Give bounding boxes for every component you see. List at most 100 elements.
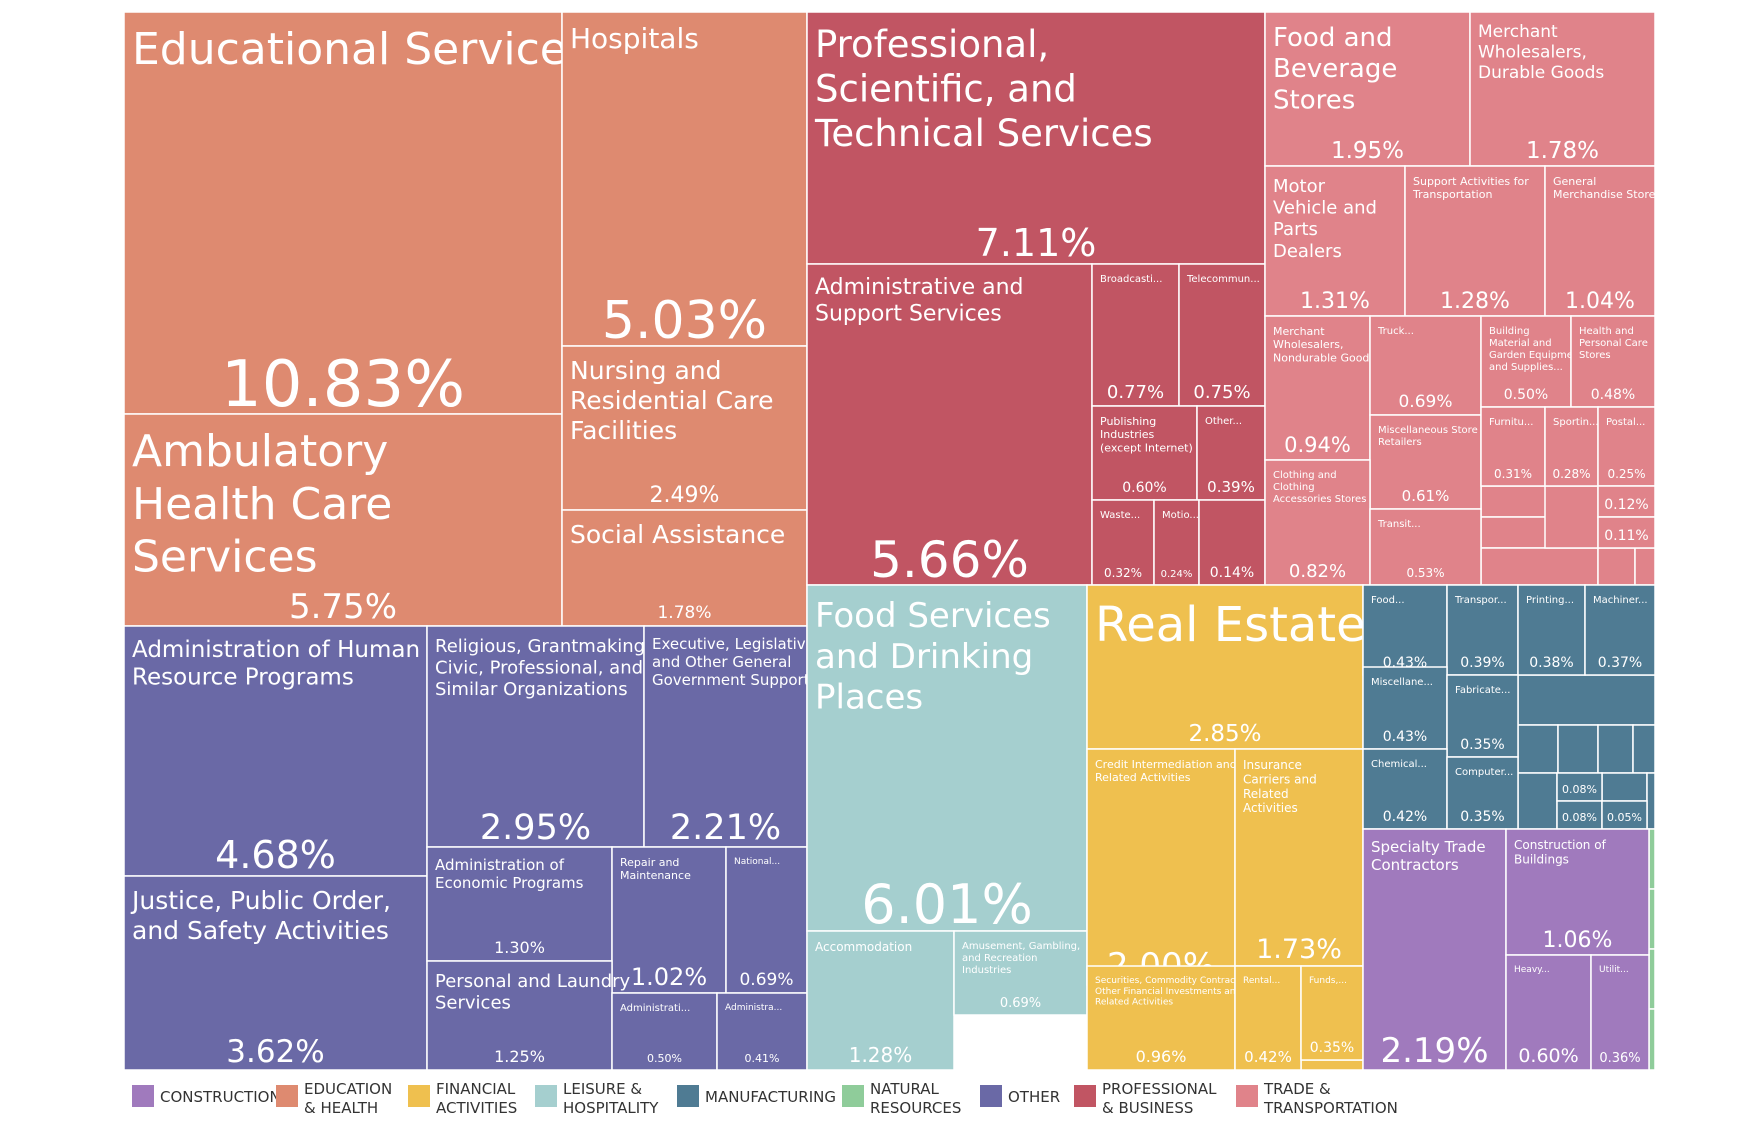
treemap-cell-value: 0.25% (1607, 467, 1645, 481)
treemap-cell-rect (1086, 584, 1364, 750)
treemap-cell-value: 2.95% (480, 808, 591, 848)
treemap-cell-real-estate[interactable]: Real Estate 2.85% (1086, 584, 1366, 750)
treemap-cell-insurance-carriers-and-related-activities[interactable]: Insurance Carriers and Related Activities 1.… (1234, 748, 1364, 967)
treemap-cell-unlabeled[interactable]: 0.11% (1597, 516, 1656, 549)
treemap-cell-label: Transit... (1377, 519, 1421, 530)
treemap-cell-transit[interactable]: Transit... 0.53% (1369, 508, 1482, 586)
treemap-cell-label: Truck... (1377, 326, 1414, 337)
treemap-cell-clothing-and-clothing-accessories-stores[interactable]: Clothing and Clothing Accessories Stores 0.… (1264, 459, 1371, 586)
treemap-cell-rect (806, 930, 955, 1071)
treemap-cell-hospitals[interactable]: Hospitals 5.03% (561, 11, 808, 351)
treemap-cell-religious-grantmaking-civic-professional-and-similar-organizations[interactable]: Religious, Grantmaking, Civic, Profession… (426, 625, 651, 848)
treemap-cell-computer[interactable]: Computer... 0.35% (1446, 756, 1519, 830)
treemap-filler-cell (1517, 772, 1558, 830)
treemap-cell-support-activities-for-transportation[interactable]: Support Activities for Transportation 1.28… (1404, 165, 1546, 317)
treemap-cell-administration-of-economic-programs[interactable]: Administration of Economic Programs 1.30% (426, 846, 613, 962)
treemap-cell-chemical[interactable]: Chemical... 0.42% (1362, 748, 1448, 830)
treemap-cell-justice-public-order-and-safety-activities[interactable]: Justice, Public Order, and Safety Activit… (123, 875, 428, 1071)
treemap-cell-unlabeled[interactable]: 0.05% (1601, 800, 1648, 830)
treemap-cell-waste[interactable]: Waste... 0.32% (1091, 499, 1155, 586)
treemap-cell-printing[interactable]: Printing... 0.38% (1517, 584, 1586, 676)
treemap-cell-rect (1234, 748, 1364, 967)
treemap-cell-motio[interactable]: Motio... 0.24% (1153, 499, 1200, 586)
treemap-cell-merchant-wholesalers-durable-goods[interactable]: Merchant Wholesalers, Durable Goods 1.78% (1469, 11, 1656, 167)
treemap-cell-label: Food... (1371, 595, 1405, 606)
treemap-cell-value: 0.11% (1604, 528, 1648, 544)
treemap-cell-value: 0.14% (1210, 565, 1254, 581)
treemap-filler-rect (1648, 948, 1656, 1010)
legend-swatch (677, 1085, 699, 1107)
treemap-filler-rect (1300, 1059, 1364, 1071)
treemap-cell-value: 1.28% (849, 1043, 913, 1067)
treemap-cell-unlabeled[interactable]: 0.12% (1597, 485, 1656, 518)
treemap-filler-rect (1646, 772, 1656, 830)
treemap-cell-truck[interactable]: Truck... 0.69% (1369, 315, 1482, 416)
treemap-cell-executive-legislative-and-other-general-government-support[interactable]: Executive, Legislative, and Other General… (643, 625, 820, 848)
legend-label: PROFESSIONAL (1102, 1080, 1217, 1098)
treemap-cell-value: 0.28% (1552, 467, 1590, 481)
treemap-cell-machiner[interactable]: Machiner... 0.37% (1584, 584, 1656, 676)
treemap-cell-publishing-industries-except-internet[interactable]: Publishing Industries (except Internet) 0.6… (1091, 405, 1198, 501)
treemap-cell-administrative-and-support-services[interactable]: Administrative and Support Services 5.66% (806, 263, 1093, 589)
treemap-cell-sportin[interactable]: Sportin... 0.28% (1544, 406, 1599, 487)
treemap-cell-food[interactable]: Food...0.43% (1362, 584, 1448, 676)
treemap-cell-unlabeled[interactable]: 0.08% (1556, 772, 1603, 802)
treemap-cell-accommodation[interactable]: Accommodation 1.28% (806, 930, 955, 1071)
treemap-cell-fabricate[interactable]: Fabricate... 0.35% (1446, 674, 1519, 758)
treemap-cell-rect (1597, 516, 1656, 549)
treemap-cell-miscellaneous-store-retailers[interactable]: Miscellaneous Store Retailers 0.61% (1369, 414, 1482, 510)
treemap-cell-motor-vehicle-and-parts-dealers[interactable]: Motor Vehicle and Parts Dealers 1.31% (1264, 165, 1406, 317)
treemap-cell-health-and-personal-care-stores[interactable]: Health and Personal Care Stores 0.48% (1570, 315, 1656, 408)
treemap-cell-value: 1.73% (1256, 934, 1342, 965)
treemap-cell-rect (1597, 485, 1656, 518)
treemap-cell-telecommun[interactable]: Telecommun... 0.75% (1178, 263, 1266, 407)
treemap-cell-construction-of-buildings[interactable]: Construction of Buildings 1.06% (1505, 828, 1650, 956)
treemap-cell-merchant-wholesalers-nondurable-goods[interactable]: Merchant Wholesalers, Nondurable Goods 0.94… (1264, 315, 1375, 461)
treemap-cell-unlabeled[interactable]: 0.08% (1556, 800, 1603, 830)
treemap-cell-social-assistance[interactable]: Social Assistance 1.78% (561, 509, 808, 627)
treemap-cell-label: Credit Intermediation and Related Activit… (1095, 758, 1237, 784)
treemap-cell-rental[interactable]: Rental... 0.42% (1234, 965, 1302, 1071)
treemap-filler-cell (1597, 724, 1634, 774)
treemap-cell-food-services-and-drinking-places[interactable]: Food Services and Drinking Places 6.01% (806, 584, 1088, 936)
treemap-filler-cell (1646, 772, 1656, 830)
treemap-cell-amusement-gambling-and-recreation-industries[interactable]: Amusement, Gambling, and Recreation Indust… (953, 930, 1088, 1016)
treemap-cell-administra[interactable]: Administra... 0.41% (716, 992, 808, 1071)
treemap-cell-transpor[interactable]: Transpor... 0.39% (1446, 584, 1519, 676)
legend-label: ACTIVITIES (436, 1099, 517, 1117)
treemap-cell-administrati[interactable]: Administrati... 0.50% (611, 992, 718, 1071)
treemap-cell-postal[interactable]: Postal... 0.25% (1597, 406, 1656, 487)
treemap-cell-utilit[interactable]: Utilit... 0.36% (1590, 954, 1650, 1071)
treemap-cell-heavy[interactable]: Heavy... 0.60% (1505, 954, 1592, 1071)
treemap-cell-securities-commodity-contracts-and-other-financial-investments-and-related-activities[interactable]: Securities, Commodity Contracts, and Othe… (1086, 965, 1266, 1071)
treemap-cell-food-and-beverage-stores[interactable]: Food and Beverage Stores 1.95% (1264, 11, 1471, 167)
treemap-cell-national[interactable]: National... 0.69% (725, 846, 808, 994)
treemap-cell-miscellane[interactable]: Miscellane... 0.43% (1362, 666, 1448, 750)
treemap-cell-label: Motor Vehicle and Parts Dealers (1273, 176, 1377, 262)
treemap-cell-general-merchandise-stores[interactable]: General Merchandise Stores 1.04% (1544, 165, 1661, 317)
treemap-cell-value: 1.95% (1331, 138, 1404, 164)
treemap-cell-rect (716, 992, 808, 1071)
treemap-cell-rect (1153, 499, 1200, 586)
treemap-cell-label: Postal... (1606, 417, 1645, 428)
treemap-cell-broadcasti[interactable]: Broadcasti... 0.77% (1091, 263, 1180, 407)
treemap-cell-specialty-trade-contractors[interactable]: Specialty Trade Contractors 2.19% (1362, 828, 1507, 1071)
treemap-cell-rect (1234, 965, 1302, 1071)
treemap-cell-educational-services[interactable]: Educational Services 10.83% (123, 11, 590, 422)
treemap-cell-building-material-and-garden-equipment-and-supplies[interactable]: Building Material and Garden Equipment and … (1480, 315, 1583, 408)
treemap-cell-furnitu[interactable]: Furnitu... 0.31% (1480, 406, 1546, 487)
treemap-cell-nursing-and-residential-care-facilities[interactable]: Nursing and Residential Care Facilities 2.4… (561, 345, 808, 511)
treemap-cell-funds[interactable]: Funds,... 0.35% (1300, 965, 1364, 1061)
treemap-cell-repair-and-maintenance[interactable]: Repair and Maintenance 1.02% (611, 846, 727, 994)
treemap-cell-personal-and-laundry-services[interactable]: Personal and Laundry Services 1.25% (426, 960, 631, 1071)
treemap-cell-administration-of-human-resource-programs[interactable]: Administration of Human Resource Programs… (123, 625, 428, 877)
treemap-cell-unlabeled[interactable]: 0.14% (1198, 499, 1266, 586)
treemap-cell-value: 0.69% (1000, 996, 1041, 1011)
treemap-cell-other[interactable]: Other... 0.39% (1196, 405, 1266, 501)
treemap-cell-label: Social Assistance (570, 520, 785, 549)
treemap-cell-professional-scientific-and-technical-services[interactable]: Professional, Scientific, and Technical Se… (806, 11, 1266, 265)
treemap-cell-credit-intermediation-and-related-activities[interactable]: Credit Intermediation and Related Activit… (1086, 748, 1237, 986)
treemap-cell-label: National... (734, 857, 780, 867)
